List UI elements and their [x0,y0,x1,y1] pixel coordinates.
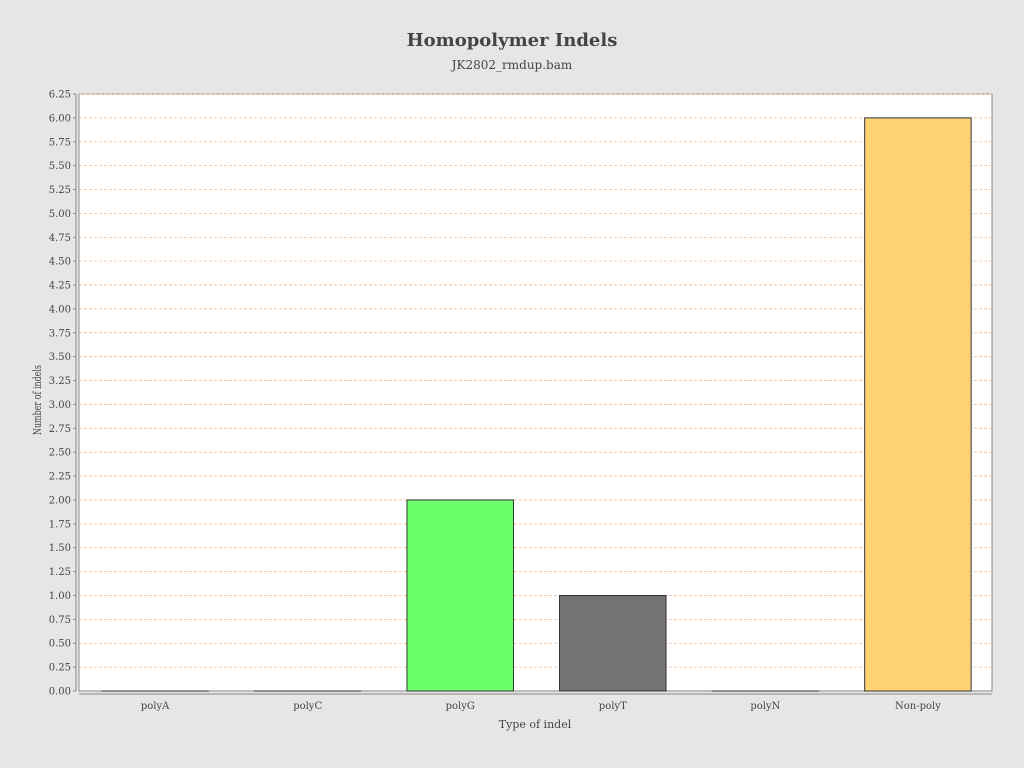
bar-polyt [559,594,667,692]
y-tick-label: 5.25 [49,185,71,196]
y-tick-labels: 0.00 0.25 0.50 0.75 1.00 1.25 1.50 1.75 2.00 2.25… [49,90,76,698]
plot-area [78,93,993,692]
y-tick-label: 3.00 [49,400,71,411]
x-tick-label: polyT [599,701,627,712]
chart-subtitle: JK2802_rmdup.bam [451,58,573,72]
y-tick-label: 5.75 [49,137,71,148]
y-axis-label: Number of indels [31,365,44,435]
y-tick-label: 1.75 [49,519,71,530]
x-tick-label: polyC [293,701,322,712]
y-tick-label: 2.00 [49,495,71,506]
x-tick-label: polyA [141,701,170,712]
x-axis-label: Type of indel [499,718,572,731]
y-tick-label: 2.75 [49,424,71,435]
bar-polyg [406,499,514,692]
x-tick-labels: polyA polyC polyG polyT polyN Non-poly [141,701,941,712]
y-tick-label: 5.50 [49,161,71,172]
y-tick-label: 0.50 [49,639,71,650]
y-tick-label: 2.25 [49,472,71,483]
y-tick-label: 2.50 [49,448,71,459]
y-tick-label: 6.25 [49,90,71,101]
bar-non-poly [864,117,972,692]
y-tick-label: 0.25 [49,663,71,674]
bars [101,117,972,692]
y-tick-label: 4.75 [49,233,71,244]
x-tick-label: polyN [750,701,780,712]
x-tick-label: polyG [446,701,475,712]
grid-lines [79,93,992,668]
y-tick-label: 5.00 [49,209,71,220]
y-tick-label: 0.75 [49,615,71,626]
chart-title: Homopolymer Indels [406,30,618,51]
y-tick-label: 4.00 [49,304,71,315]
y-tick-label: 1.00 [49,591,71,602]
y-tick-label: 3.50 [49,352,71,363]
y-tick-label: 0.00 [49,687,71,698]
y-tick-label: 3.75 [49,328,71,339]
y-tick-label: 3.25 [49,376,71,387]
y-tick-label: 1.50 [49,543,71,554]
y-tick-label: 4.50 [49,257,71,268]
x-tick-label: Non-poly [895,701,941,712]
y-tick-label: 1.25 [49,567,71,578]
y-tick-label: 6.00 [49,113,71,124]
y-tick-label: 4.25 [49,281,71,292]
